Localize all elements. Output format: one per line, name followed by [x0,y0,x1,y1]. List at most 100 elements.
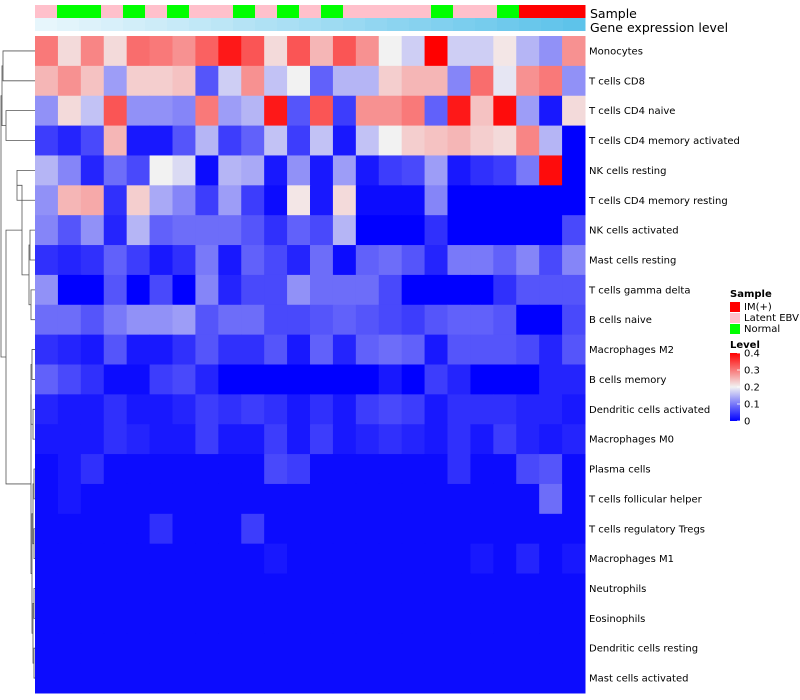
heatmap-cell [195,633,219,664]
dendrogram-branch [2,50,35,82]
heatmap-cell [241,394,265,425]
heatmap-cell [172,95,196,127]
heatmap-cell [241,36,265,67]
heatmap-cell [447,65,471,97]
heatmap-cell [195,603,219,634]
heatmap-cell [241,513,265,545]
heatmap-cell [264,334,288,365]
row-label: T cells regulatory Tregs [588,524,705,535]
heatmap-cell [241,603,265,634]
heatmap-cell [562,663,586,694]
heatmap-cell [35,215,59,246]
heatmap-cell [195,513,219,545]
heatmap-cell [218,334,242,365]
heatmap-cell [287,185,311,216]
heatmap-cell [149,513,173,545]
heatmap-cell [287,245,311,276]
heatmap-cell [424,215,448,246]
row-label: Plasma cells [589,465,651,476]
heatmap-cell [470,334,494,365]
heatmap-cell [57,36,82,67]
heatmap-cell [447,603,471,634]
heatmap-cell [562,633,586,664]
heatmap-cell [218,364,242,395]
heatmap-cell [218,65,242,97]
heatmap-cell [241,454,265,485]
heatmap-cell [126,543,151,575]
heatmap-cell [562,513,586,545]
heatmap-cell [80,573,105,604]
heatmap-cell [310,483,334,515]
heatmap-cell [149,424,173,455]
heatmap-cell [149,274,173,306]
expression-annotation-cell [233,18,256,31]
heatmap-cell [195,483,219,515]
row-label: Neutrophils [589,584,646,595]
heatmap-cell [470,155,494,186]
heatmap-cell [126,95,151,127]
heatmap-cell [310,394,334,425]
sample-annotation-cell [233,5,256,18]
heatmap-cell [562,304,586,336]
heatmap-cell [241,364,265,395]
heatmap-cell [80,185,105,216]
sample-annotation-cell [277,5,300,18]
heatmap-cell [241,215,265,246]
heatmap-cell [264,215,288,246]
heatmap-cell [126,483,151,515]
heatmap-cell [424,65,448,97]
heatmap-cell [562,155,586,186]
expression-annotation-cell [145,18,168,31]
heatmap-cell [172,573,196,604]
heatmap-cell [539,185,563,216]
heatmap-cell [332,663,357,694]
heatmap-cell [332,454,357,485]
heatmap-cell [195,334,219,365]
heatmap-cell [424,36,448,67]
heatmap-cell [310,155,334,186]
heatmap-cell [103,603,128,634]
heatmap-cell [355,663,380,694]
heatmap-cell [149,334,173,365]
heatmap-cell [103,663,128,694]
level-tick-label: 0.4 [744,349,760,360]
heatmap-cell [126,274,151,306]
heatmap-cell [470,36,494,67]
row-label: Eosinophils [589,614,645,625]
heatmap-cell [310,334,334,365]
heatmap-cell [310,245,334,276]
heatmap-cell [447,125,471,156]
heatmap-cell [126,394,151,425]
heatmap-cell [310,364,334,395]
heatmap-cell [172,663,196,694]
heatmap-cell [493,95,517,127]
heatmap-cell [424,274,448,306]
heatmap-cell [447,364,471,395]
heatmap-cell [447,304,471,336]
heatmap-cell [447,185,471,216]
heatmap-cell [355,424,380,455]
heatmap-cell [424,364,448,395]
heatmap-cell [126,185,151,216]
sample-annotation-cell [299,5,322,18]
heatmap-cell [126,304,151,336]
heatmap-cell [562,274,586,306]
heatmap-cell [195,454,219,485]
sample-annotation-cell [35,5,58,18]
heatmap-cell [57,513,82,545]
heatmap-cell [149,65,173,97]
expression-annotation-cell [299,18,322,31]
heatmap-cell [264,454,288,485]
heatmap-cell [35,543,59,575]
heatmap-cell [80,334,105,365]
row-label: T cells follicular helper [588,494,703,505]
heatmap-cell [126,245,151,276]
heatmap-cell [355,483,380,515]
heatmap-cell [241,65,265,97]
heatmap-cell [195,65,219,97]
heatmap-cell [103,334,128,365]
heatmap-cell [149,125,173,156]
row-label: T cells CD4 naive [588,106,675,117]
dendrogram-branch [5,229,31,485]
expression-annotation-cell [123,18,146,31]
